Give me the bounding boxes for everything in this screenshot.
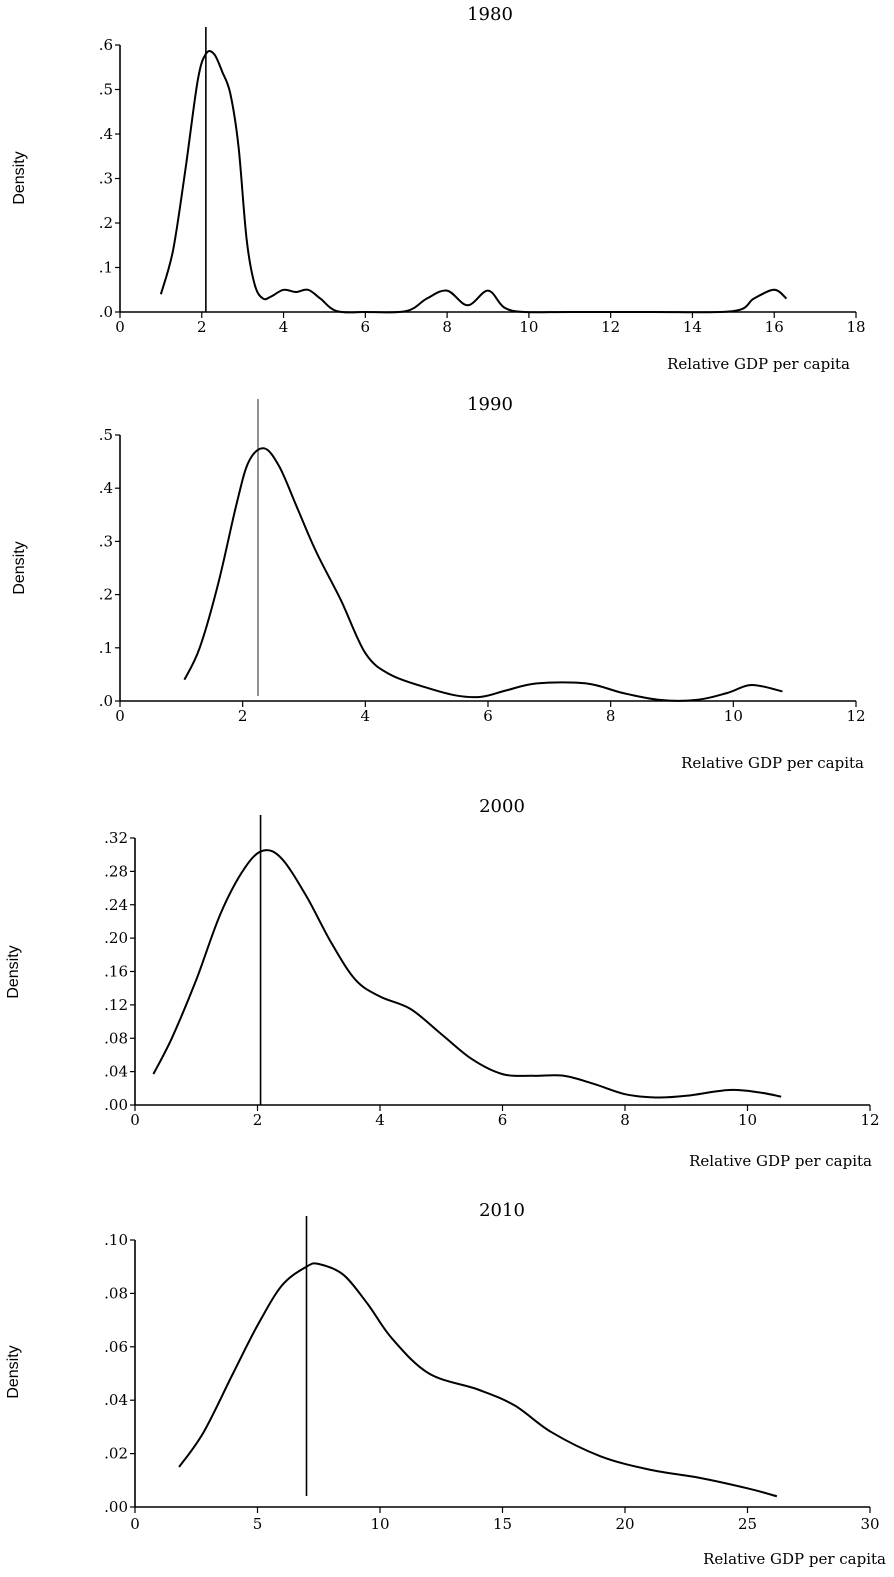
y-tick-label: .4 — [99, 125, 113, 143]
y-tick-label: .04 — [104, 1063, 128, 1081]
y-tick-label: .3 — [99, 532, 113, 550]
x-tick-label: 2 — [197, 318, 207, 336]
y-tick-label: .08 — [104, 1029, 128, 1047]
x-ticks: 0 2 4 6 8 10 12 — [115, 701, 866, 725]
y-tick-label: .3 — [99, 170, 113, 188]
y-tick-label: .2 — [99, 586, 113, 604]
y-axis-label: Density — [5, 945, 22, 998]
x-tick-label: 30 — [860, 1515, 879, 1533]
x-tick-label: 12 — [860, 1111, 879, 1129]
x-tick-label: 0 — [115, 707, 125, 725]
y-tick-label: .00 — [104, 1498, 128, 1516]
y-tick-label: .32 — [104, 829, 128, 847]
x-tick-label: 0 — [130, 1515, 140, 1533]
x-tick-label: 5 — [253, 1515, 263, 1533]
x-tick-label: 12 — [846, 707, 865, 725]
x-axis-label: Relative GDP per capita — [703, 1550, 886, 1568]
y-tick-label: .00 — [104, 1096, 128, 1114]
x-tick-label: 15 — [493, 1515, 512, 1533]
panel-1990: 1990 Density Relative GDP per capita 0 2 4… — [11, 394, 866, 772]
x-tick-label: 10 — [738, 1111, 757, 1129]
panel-1980: 1980 Density Relative GDP per capita 0 2 4… — [11, 4, 866, 373]
x-axis-label: Relative GDP per capita — [667, 355, 850, 373]
density-curve — [178, 1262, 778, 1498]
x-tick-label: 6 — [483, 707, 493, 725]
x-tick-label: 25 — [738, 1515, 757, 1533]
panel-title: 2010 — [479, 1200, 525, 1221]
x-tick-label: 20 — [615, 1515, 634, 1533]
x-tick-label: 0 — [115, 318, 125, 336]
density-curve — [152, 849, 782, 1099]
y-tick-label: .10 — [104, 1231, 128, 1249]
y-tick-label: .20 — [104, 929, 128, 947]
y-tick-label: .2 — [99, 214, 113, 232]
y-tick-label: .04 — [104, 1391, 128, 1409]
y-tick-label: .0 — [99, 692, 113, 710]
density-curve — [159, 50, 788, 314]
y-tick-label: .6 — [99, 36, 113, 54]
y-tick-label: .1 — [99, 639, 113, 657]
x-tick-label: 4 — [375, 1111, 385, 1129]
x-tick-label: 10 — [519, 318, 538, 336]
x-tick-label: 6 — [361, 318, 371, 336]
x-tick-label: 14 — [683, 318, 702, 336]
y-tick-label: .5 — [99, 426, 113, 444]
density-curve — [183, 447, 783, 702]
x-tick-label: 2 — [238, 707, 248, 725]
y-tick-label: .4 — [99, 479, 113, 497]
panel-title: 1980 — [467, 4, 513, 25]
y-axis-label: Density — [11, 541, 28, 594]
y-tick-label: .0 — [99, 303, 113, 321]
x-ticks: 0 2 4 6 8 10 12 — [130, 1105, 880, 1129]
y-ticks: .0 .1 .2 .3 .4 .5 — [99, 426, 120, 710]
y-tick-label: .08 — [104, 1284, 128, 1302]
x-axis-label: Relative GDP per capita — [689, 1152, 872, 1170]
x-tick-label: 2 — [253, 1111, 263, 1129]
y-tick-label: .1 — [99, 259, 113, 277]
panel-title: 1990 — [467, 394, 513, 415]
x-tick-label: 10 — [370, 1515, 389, 1533]
x-tick-label: 10 — [724, 707, 743, 725]
y-ticks: .00 .02 .04 .06 .08 .10 — [104, 1231, 135, 1516]
y-axis-label: Density — [11, 151, 28, 204]
x-tick-label: 8 — [442, 318, 452, 336]
y-tick-label: .5 — [99, 81, 113, 99]
y-tick-label: .06 — [104, 1338, 128, 1356]
x-tick-label: 6 — [498, 1111, 508, 1129]
x-tick-label: 8 — [620, 1111, 630, 1129]
x-tick-label: 18 — [846, 318, 865, 336]
panel-2000: 2000 Density Relative GDP per capita 0 2 4… — [5, 796, 880, 1170]
y-tick-label: .02 — [104, 1445, 128, 1463]
y-ticks: .00 .04 .08 .12 .16 .20 .24 .28 .32 — [104, 829, 135, 1114]
y-tick-label: .16 — [104, 963, 128, 981]
y-ticks: .0 .1 .2 .3 .4 .5 .6 — [99, 36, 120, 321]
x-axis-label: Relative GDP per capita — [681, 754, 864, 772]
x-tick-label: 8 — [606, 707, 616, 725]
x-ticks: 0 2 4 6 8 10 12 14 16 18 — [115, 312, 866, 336]
y-axis-label: Density — [5, 1345, 22, 1398]
y-tick-label: .12 — [104, 996, 128, 1014]
y-tick-label: .28 — [104, 862, 128, 880]
x-ticks: 0 5 10 15 20 25 30 — [130, 1507, 880, 1533]
x-tick-label: 4 — [279, 318, 289, 336]
x-tick-label: 12 — [601, 318, 620, 336]
x-tick-label: 0 — [130, 1111, 140, 1129]
x-tick-label: 16 — [765, 318, 784, 336]
y-tick-label: .24 — [104, 896, 128, 914]
panel-title: 2000 — [479, 796, 525, 817]
x-tick-label: 4 — [361, 707, 371, 725]
